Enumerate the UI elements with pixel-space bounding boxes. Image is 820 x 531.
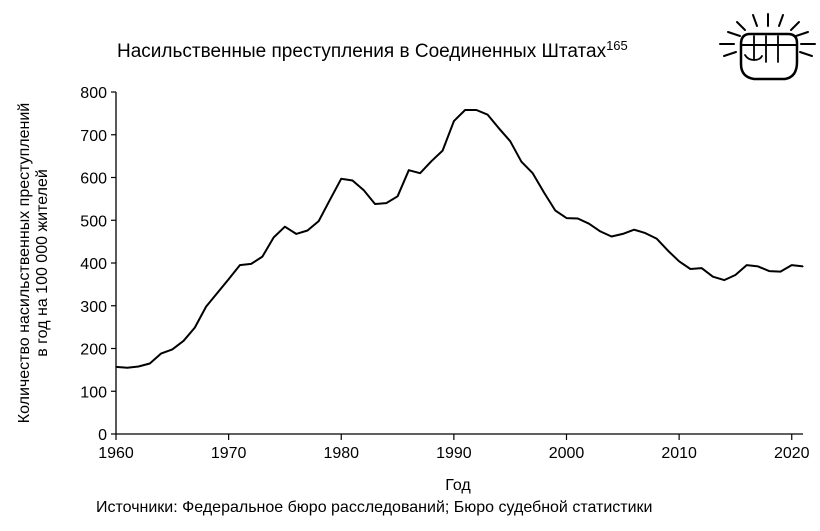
y-axis-title-line2: в год на 100 000 жителей — [34, 169, 51, 357]
data-point — [374, 203, 376, 205]
x-tick-label: 2000 — [549, 445, 585, 462]
data-point — [701, 267, 703, 269]
data-point — [678, 260, 680, 262]
data-point — [284, 226, 286, 228]
data-point — [442, 149, 444, 152]
data-point — [306, 229, 309, 232]
source-note: Источники: Федеральное бюро расследовани… — [96, 499, 652, 516]
data-point — [194, 326, 196, 329]
data-point — [408, 169, 410, 171]
data-point — [205, 306, 207, 308]
y-tick-label: 600 — [80, 171, 107, 188]
series-line — [115, 109, 804, 369]
data-point — [419, 172, 421, 174]
data-point — [757, 265, 759, 268]
data-point — [464, 109, 466, 111]
x-tick-label: 2010 — [661, 445, 697, 462]
chart-title-main: Насильственные преступления в Соединенны… — [117, 41, 607, 62]
data-point — [115, 366, 117, 368]
y-tick-label: 100 — [80, 384, 107, 401]
y-tick-label: 800 — [80, 85, 107, 102]
y-tick-label: 0 — [98, 427, 107, 444]
data-point — [149, 362, 151, 365]
data-point — [329, 199, 331, 201]
y-tick-label: 700 — [80, 128, 107, 145]
data-point — [734, 274, 737, 276]
y-tick-label: 300 — [80, 299, 107, 316]
y-tick-label: 400 — [80, 256, 107, 273]
data-point — [475, 109, 477, 111]
data-point — [239, 264, 241, 266]
data-point — [160, 353, 162, 355]
chart-title: Насильственные преступления в Соединенны… — [117, 38, 628, 62]
data-point — [182, 340, 185, 342]
data-point — [554, 209, 556, 212]
data-point — [599, 230, 601, 232]
data-point — [791, 264, 793, 266]
data-point — [610, 235, 613, 238]
data-point — [363, 189, 365, 191]
data-point — [171, 348, 173, 350]
data-point — [340, 178, 342, 180]
data-point — [689, 268, 691, 270]
x-tick-label: 1990 — [436, 445, 472, 462]
data-point — [318, 220, 320, 222]
data-point — [768, 270, 770, 272]
fist-icon — [719, 13, 816, 81]
y-tick-label: 500 — [80, 213, 107, 230]
y-axis-title-line1: Количество насильственных преступлений — [16, 103, 33, 423]
data-point — [543, 191, 545, 194]
data-point — [228, 278, 230, 280]
data-point — [430, 160, 432, 162]
x-tick-label: 1980 — [323, 445, 359, 462]
x-ticks: 1960 1970 1980 1990 2000 2010 2020 — [98, 434, 810, 462]
data-point — [577, 217, 579, 220]
data-point — [723, 279, 725, 281]
data-point — [250, 263, 252, 265]
data-point — [779, 270, 782, 273]
data-point — [216, 292, 218, 294]
x-tick-label: 2020 — [774, 445, 810, 462]
data-point — [509, 140, 511, 142]
data-point — [802, 265, 804, 268]
data-point — [655, 238, 658, 240]
data-point — [633, 229, 635, 231]
data-point — [137, 365, 140, 368]
data-point — [712, 276, 714, 278]
data-point — [453, 120, 455, 122]
data-point — [532, 172, 534, 174]
y-tick-label: 200 — [80, 342, 107, 359]
data-point — [520, 161, 523, 163]
data-point — [487, 114, 489, 116]
data-point — [273, 236, 275, 238]
data-point — [644, 232, 646, 234]
data-point — [498, 127, 500, 129]
data-point — [261, 255, 264, 258]
x-tick-label: 1960 — [98, 445, 134, 462]
data-point — [667, 250, 669, 252]
data-point — [622, 233, 624, 235]
data-point — [588, 223, 590, 225]
data-point — [126, 367, 128, 369]
series-group — [115, 109, 804, 369]
data-point — [746, 264, 748, 266]
x-tick-label: 1970 — [211, 445, 247, 462]
data-point — [351, 179, 354, 182]
data-point — [396, 195, 399, 197]
data-point — [565, 217, 568, 219]
x-axis-title: Год — [445, 477, 471, 494]
y-ticks: 0 100 200 300 400 500 600 700 800 — [80, 85, 116, 444]
data-point — [295, 233, 297, 235]
chart-title-superscript: 165 — [606, 38, 628, 53]
data-point — [385, 202, 387, 204]
